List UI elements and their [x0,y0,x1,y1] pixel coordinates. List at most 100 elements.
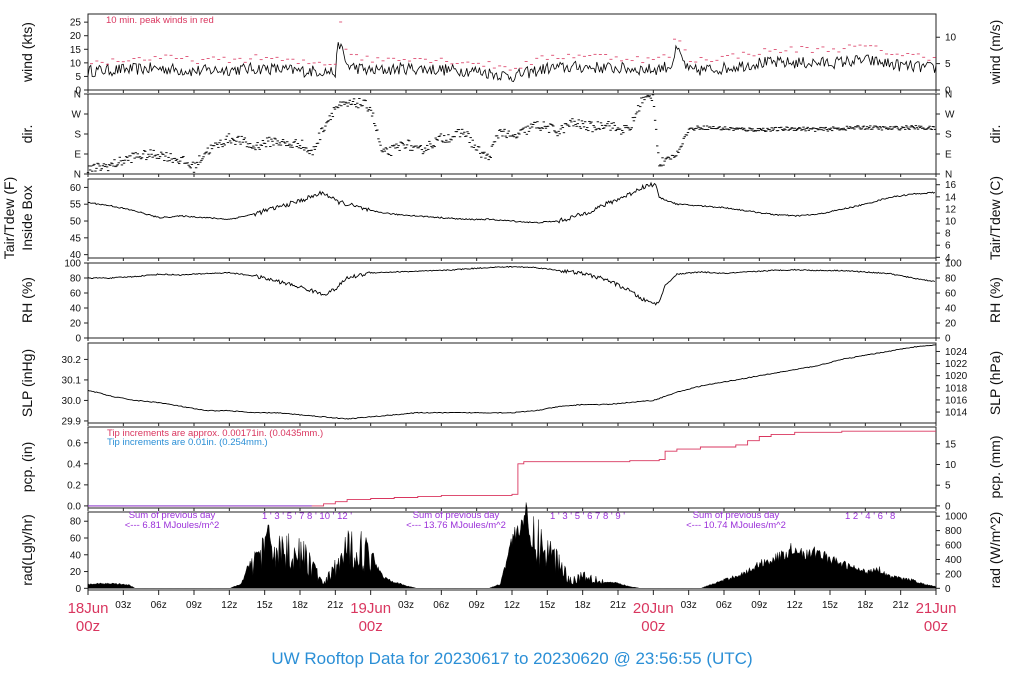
wind-peak-note: 10 min. peak winds in red [106,15,214,26]
time-axis-hour-label: 18z [292,600,308,611]
rad-hour-marks: 1 2 ' 4 ' 6 ' 8 [845,511,895,522]
rad-left-tick-label: 60 [70,534,82,545]
rad-right-tick-label: 800 [945,526,962,537]
wind-panel: 0 5 10 15 20 25 0 5 10 10 min. peak winds in red [70,13,957,97]
temp-left-tick-label: 50 [70,217,82,228]
wind-left-label: wind (kts) [19,22,35,83]
slp-right-tick-label: 1022 [945,359,968,370]
rad-summary-line2: <--- 10.74 MJoules/m^2 [686,520,786,531]
rad-right-tick-label: 200 [945,569,962,580]
rh-frame [87,262,937,339]
wind-left-tick-label: 25 [70,18,82,29]
rh-right-tick-label: 40 [945,304,957,315]
rh-panel: 0 20 40 60 80 100 0 20 40 60 80 100 [64,259,962,345]
time-axis-hour-label: 09z [186,600,202,611]
dir-right-tick-label: S [945,130,952,141]
temp-right-tick-label: 4 [945,253,951,264]
time-axis-hour-label: 15z [539,600,555,611]
wind-left-tick-label: 0 [75,86,81,97]
temp-left-tick-label: 40 [70,250,82,261]
wind-speed-line [87,42,937,83]
rad-left-tick-label: 40 [70,550,82,561]
slp-right-tick-label: 1024 [945,347,968,358]
wind-left-tick-label: 5 [75,72,81,83]
time-axis-hour-label: 12z [504,600,520,611]
time-axis-day-label: 20Jun [633,600,674,617]
temp-left-tick-label: 45 [70,233,82,244]
slp-right-tick-label: 1014 [945,408,968,419]
slp-left-tick-label: 30.0 [62,396,82,407]
rad-left-tick-label: 20 [70,567,82,578]
time-axis-hour-label: 06z [433,600,449,611]
wind-left-tick-label: 20 [70,31,82,42]
time-axis-hour-label: 18z [857,600,873,611]
temp-right-tick-label: 8 [945,229,951,240]
pcp-note-red: Tip increments are approx. 0.00171in. (0… [107,428,323,439]
rad-summary-line1: Sum of previous day [129,510,216,521]
pcp-right-tick-label: 10 [945,460,957,471]
temp-right-tick-label: 14 [945,192,957,203]
pcp-panel: 0.0 0.2 0.4 0.6 0 5 10 15 Tip increments are app… [67,426,957,512]
rad-hour-marks: 1 ' 3 ' 5 ' 6 7 8 ' 9 ' [550,511,625,522]
time-axis-day-hour-label: 00z [359,618,383,635]
slp-left-label: SLP (inHg) [19,349,35,417]
rad-left-tick-label: 0 [75,584,81,595]
wind-right-tick-label: 10 [945,33,957,44]
rad-right-tick-label: 600 [945,541,962,552]
time-axis-hour-label: 09z [469,600,485,611]
rad-left-label: rad(Lgly/hr) [19,514,35,586]
temp-right-label: Tair/Tdew (C) [987,176,1003,260]
wind-right-label: wind (m/s) [987,20,1003,86]
time-axis-hour-label: 03z [398,600,414,611]
slp-left-tick-label: 30.2 [62,355,82,366]
rh-left-tick-label: 40 [70,304,82,315]
time-axis-day-hour-label: 00z [924,618,948,635]
rad-summary-line1: Sum of previous day [413,510,500,521]
rh-left-tick-label: 60 [70,289,82,300]
rh-left-tick-label: 100 [64,259,81,270]
wind-left-tick-label: 15 [70,45,82,56]
pcp-left-tick-label: 0.0 [67,501,81,512]
pcp-note-blue: Tip increments are 0.01in. (0.254mm.) [107,437,268,448]
time-axis-hour-label: 18z [575,600,591,611]
time-axis-hour-label: 15z [257,600,273,611]
dir-left-tick-label: W [72,110,82,121]
slp-right-tick-label: 1016 [945,395,968,406]
rh-left-tick-label: 0 [75,334,81,345]
rh-right-tick-label: 20 [945,319,957,330]
dir-left-label: dir. [19,125,35,144]
pcp-right-tick-label: 5 [945,481,951,492]
time-axis-hour-label: 21z [327,600,343,611]
wind-right-tick-label: 0 [945,86,951,97]
dir-panel: N NE ES SW WN N [72,90,955,181]
temp-right-tick-label: 6 [945,241,951,252]
time-axis-hour-label: 06z [716,600,732,611]
rh-right-tick-label: 100 [945,259,962,270]
rh-left-label: RH (%) [19,277,35,323]
temp-left-tick-label: 55 [70,200,82,211]
temp-left-tick-label: 60 [70,183,82,194]
figure-footer-title: UW Rooftop Data for 20230617 to 20230620… [271,649,752,668]
time-axis-day-hour-label: 00z [76,618,100,635]
dir-left-tick-label: E [74,150,81,161]
slp-right-tick-label: 1020 [945,371,968,382]
rh-right-tick-label: 0 [945,334,951,345]
time-axis-hour-label: 21z [893,600,909,611]
dir-right-label: dir. [987,125,1003,144]
time-axis-hour-label: 12z [221,600,237,611]
pcp-left-tick-label: 0.2 [67,480,81,491]
dir-right-tick-label: N [945,90,952,101]
rad-hour-marks: 1 ' 3 ' 5 ' 7 8 ' 10 ' 12 ' [262,511,352,522]
dir-left-tick-label: S [74,130,81,141]
rad-right-tick-label: 1000 [945,512,968,523]
rad-left-tick-label: 80 [70,517,82,528]
time-axis-hour-label: 15z [822,600,838,611]
rad-right-label: rad (W/m^2) [987,512,1003,589]
wind-left-tick-label: 10 [70,58,82,69]
rad-summary-line1: Sum of previous day [693,510,780,521]
pcp-left-tick-label: 0.6 [67,438,81,449]
rad-right-tick-label: 400 [945,555,962,566]
dir-frame [87,93,937,175]
